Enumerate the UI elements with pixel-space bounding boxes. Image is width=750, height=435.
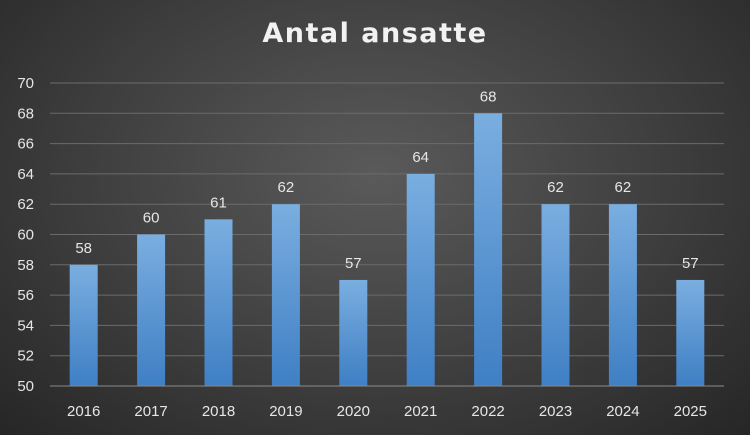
- bars: [69, 113, 705, 387]
- bar: [676, 279, 705, 386]
- data-label: 57: [345, 255, 362, 272]
- y-tick-label: 52: [17, 348, 34, 365]
- data-label: 60: [143, 210, 160, 227]
- bar: [406, 173, 435, 386]
- bar: [137, 234, 166, 386]
- data-label: 62: [278, 179, 295, 196]
- x-tick-label: 2019: [269, 403, 302, 420]
- x-tick-label: 2021: [404, 403, 437, 420]
- data-label: 62: [615, 179, 632, 196]
- chart-title: Antal ansatte: [262, 18, 488, 49]
- data-label: 62: [547, 179, 564, 196]
- bar: [339, 279, 368, 386]
- y-tick-label: 68: [17, 105, 34, 122]
- x-tick-label: 2020: [337, 403, 370, 420]
- bar: [204, 219, 233, 386]
- y-tick-label: 64: [17, 166, 34, 183]
- x-tick-label: 2016: [67, 403, 100, 420]
- data-label: 68: [480, 88, 497, 105]
- x-tick-label: 2023: [539, 403, 572, 420]
- bar: [69, 264, 98, 386]
- x-axis: 2016 2017 2018 2019 2020 2021 2022 2023 2024 2025: [50, 385, 724, 420]
- data-label: 61: [210, 194, 227, 211]
- x-tick-label: 2025: [674, 403, 707, 420]
- data-label: 57: [682, 255, 699, 272]
- y-tick-label: 56: [17, 287, 34, 304]
- y-tick-label: 50: [17, 378, 34, 395]
- y-tick-label: 58: [17, 257, 34, 274]
- data-label: 58: [75, 240, 92, 257]
- bar: [541, 204, 570, 386]
- x-tick-label: 2017: [134, 403, 167, 420]
- y-axis: 50 52 54 56 58 60 62 64 66 68 70: [17, 75, 34, 395]
- y-tick-label: 70: [17, 75, 34, 92]
- y-tick-label: 60: [17, 227, 34, 244]
- x-tick-label: 2022: [471, 403, 504, 420]
- x-tick-label: 2024: [606, 403, 639, 420]
- bar: [474, 113, 503, 387]
- y-tick-label: 62: [17, 196, 34, 213]
- x-tick-label: 2018: [202, 403, 235, 420]
- bar: [608, 204, 637, 386]
- y-tick-label: 66: [17, 136, 34, 153]
- y-tick-label: 54: [17, 317, 34, 334]
- data-labels: 58 60 61 62 57 64 68 62 62 57: [75, 88, 698, 272]
- bar: [271, 204, 300, 386]
- data-label: 64: [412, 149, 429, 166]
